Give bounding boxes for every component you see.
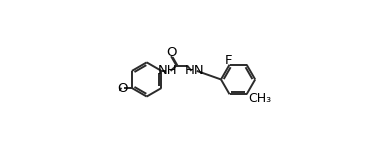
- Text: NH: NH: [158, 64, 178, 77]
- Text: HN: HN: [184, 64, 204, 77]
- Text: O: O: [118, 81, 128, 94]
- Text: O: O: [166, 46, 176, 59]
- Text: F: F: [225, 54, 233, 67]
- Text: CH₃: CH₃: [248, 92, 271, 105]
